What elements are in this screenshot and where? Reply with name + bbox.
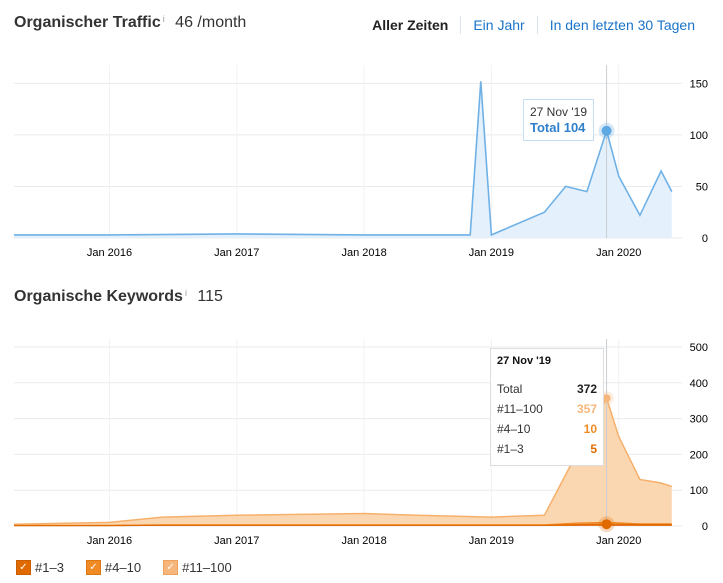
y-tick-label: 300 [690, 414, 708, 426]
x-tick-label: Jan 2018 [341, 535, 386, 547]
series-line [14, 81, 673, 237]
traffic-hover [598, 65, 615, 238]
x-tick-label: Jan 2020 [596, 535, 641, 547]
series-line [14, 523, 672, 527]
hover-point [601, 125, 612, 136]
keywords-header: Organische Keywords i 115 [14, 288, 223, 306]
tab-one-year[interactable]: Ein Jahr [460, 16, 536, 34]
traffic-tooltip-label: Total [530, 120, 561, 135]
x-tick-label: Jan 2016 [87, 535, 132, 547]
tooltip-label: #4–10 [497, 422, 531, 436]
legend-toggle-4-10[interactable]: ✓ #4–10 [85, 560, 142, 575]
traffic-title: Organischer Traffic [14, 14, 161, 31]
traffic-tooltip-value: 104 [563, 120, 586, 135]
checkbox-checked-icon[interactable]: ✓ [85, 560, 101, 575]
tooltip-value: 372 [576, 382, 597, 396]
series-area [14, 398, 672, 526]
hover-point [602, 394, 611, 403]
keywords-legend: ✓ #1–3 ✓ #4–10 ✓ #11–100 [16, 560, 232, 575]
traffic-yticks: 150 100 50 0 [690, 78, 708, 245]
tab-all-time[interactable]: Aller Zeiten [372, 17, 449, 33]
legend-label: #4–10 [104, 560, 142, 575]
traffic-value: 46 /month [175, 14, 247, 31]
checkbox-checked-icon[interactable]: ✓ [16, 560, 31, 575]
legend-label: #1–3 [35, 560, 64, 575]
x-tick-label: Jan 2018 [341, 247, 386, 259]
x-tick-label: Jan 2020 [596, 247, 641, 259]
traffic-header: Organischer Traffic i 46 /month [14, 14, 246, 32]
traffic-tooltip-total: Total 104 [530, 120, 587, 136]
series-line [13, 396, 673, 525]
y-tick-label: 500 [690, 342, 708, 354]
y-tick-label: 100 [690, 485, 708, 497]
y-tick-label: 0 [702, 521, 708, 533]
checkbox-checked-icon[interactable]: ✓ [163, 560, 179, 575]
tooltip-label: #11–100 [497, 402, 543, 416]
hover-point [601, 519, 612, 530]
traffic-tooltip-date: 27 Nov '19 [530, 105, 587, 119]
keywords-title: Organische Keywords [14, 288, 183, 305]
info-icon[interactable]: i [184, 288, 187, 298]
y-tick-label: 0 [702, 233, 708, 245]
x-tick-label: Jan 2017 [214, 535, 259, 547]
keywords-yticks: 500 400 300 200 100 0 [690, 342, 708, 533]
tooltip-row-total: Total 372 [497, 379, 597, 399]
tooltip-row-4-10: #4–10 10 [497, 419, 597, 439]
legend-label: #11–100 [182, 560, 232, 575]
tooltip-row-11-100: #11–100 357 [497, 399, 597, 419]
y-tick-label: 50 [696, 181, 708, 193]
x-tick-label: Jan 2019 [469, 247, 514, 259]
y-tick-label: 150 [690, 78, 708, 90]
info-icon[interactable]: i [162, 14, 165, 24]
traffic-series [14, 81, 673, 238]
keywords-xticks: Jan 2016 Jan 2017 Jan 2018 Jan 2019 Jan 2020 [87, 535, 641, 547]
x-tick-label: Jan 2016 [87, 247, 132, 259]
tooltip-label: Total [497, 382, 523, 396]
y-tick-label: 200 [690, 449, 708, 461]
tab-last-30-days[interactable]: In den letzten 30 Tagen [536, 16, 707, 34]
legend-toggle-11-100[interactable]: ✓ #11–100 [163, 560, 232, 575]
x-tick-label: Jan 2017 [214, 247, 259, 259]
x-tick-label: Jan 2019 [469, 535, 514, 547]
legend-toggle-1-3[interactable]: ✓ #1–3 [16, 560, 64, 575]
y-tick-label: 400 [690, 378, 708, 390]
time-range-tabs: Aller Zeiten Ein Jahr In den letzten 30 … [360, 16, 707, 34]
keywords-series [13, 396, 673, 527]
keywords-tooltip: 27 Nov '19 Total 372 #11–100 357 #4–10 1… [490, 348, 604, 466]
tooltip-value: 10 [583, 422, 597, 436]
tooltip-row-1-3: #1–3 5 [497, 439, 597, 459]
keywords-tooltip-date: 27 Nov '19 [497, 355, 551, 367]
tooltip-label: #1–3 [497, 442, 524, 456]
tooltip-value: 357 [576, 402, 597, 416]
y-tick-label: 100 [690, 130, 708, 142]
traffic-tooltip: 27 Nov '19 Total 104 [523, 99, 594, 141]
series-area [14, 81, 672, 238]
tooltip-value: 5 [590, 442, 597, 456]
keywords-value: 115 [197, 288, 223, 305]
traffic-xticks: Jan 2016 Jan 2017 Jan 2018 Jan 2019 Jan 2020 [87, 247, 641, 259]
